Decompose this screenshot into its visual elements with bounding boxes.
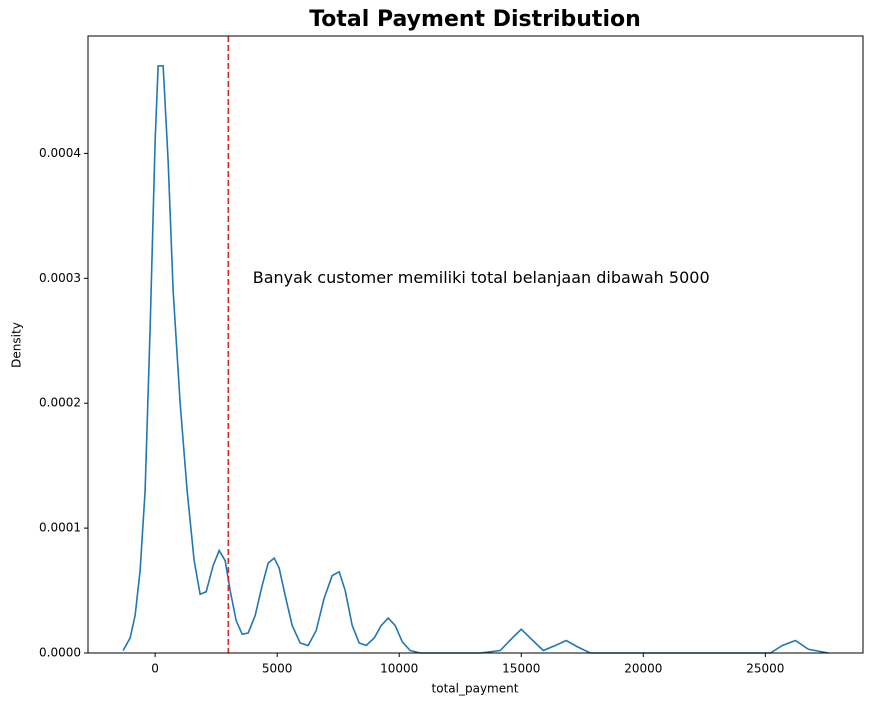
y-axis-label: Density: [10, 322, 24, 368]
y-tick-label: 0.0000: [39, 646, 81, 660]
x-tick-label: 25000: [746, 662, 784, 676]
plot-frame: [87, 35, 864, 654]
y-tick-label: 0.0003: [39, 271, 81, 285]
x-tick-label: 5000: [262, 662, 293, 676]
density-line: [122, 65, 829, 654]
y-tick-label: 0.0002: [39, 396, 81, 410]
y-tick-label: 0.0004: [39, 146, 81, 160]
annotation: Banyak customer memiliki total belanjaan…: [253, 268, 710, 287]
x-tick-label: 10000: [380, 662, 418, 676]
x-axis-label: total_payment: [432, 682, 519, 696]
chart-title: Total Payment Distribution: [309, 7, 641, 32]
x-tick-label: 0: [151, 662, 159, 676]
x-tick-label: 20000: [624, 662, 662, 676]
x-tick-label: 15000: [502, 662, 540, 676]
y-tick-label: 0.0001: [39, 521, 81, 535]
